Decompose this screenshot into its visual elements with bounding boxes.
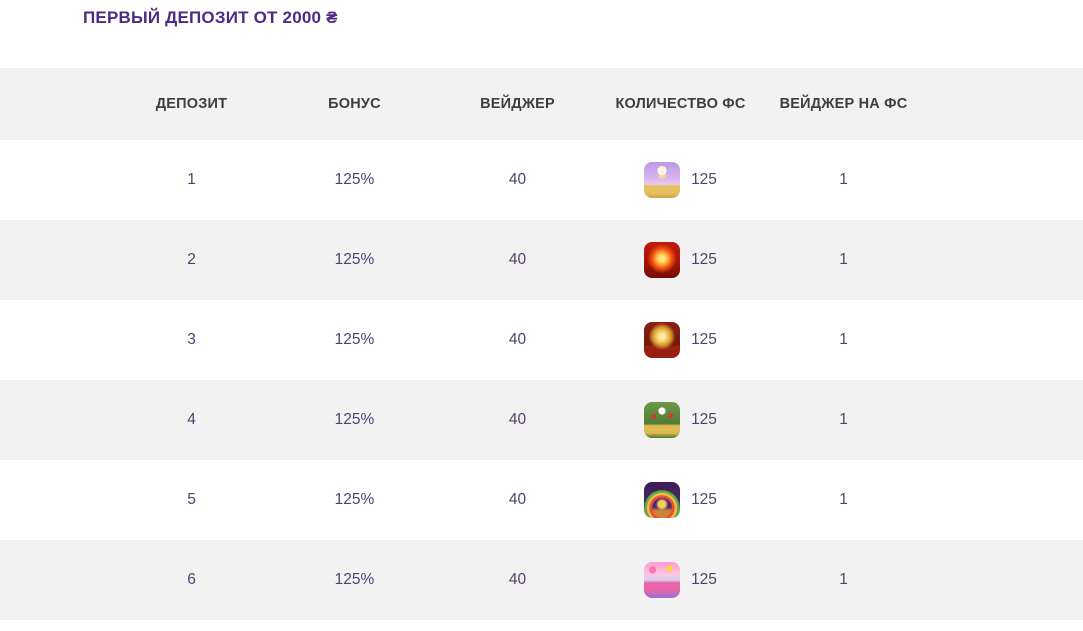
bonus-table: ДЕПОЗИТ БОНУС ВЕЙДЖЕР КОЛИЧЕСТВО ФС ВЕЙД… xyxy=(0,68,1083,620)
cell-bonus: 125% xyxy=(334,331,375,348)
fs-count-value: 125 xyxy=(691,171,717,188)
cell-bonus: 125% xyxy=(334,411,375,428)
cell-bonus: 125% xyxy=(334,171,375,188)
table-header-row: ДЕПОЗИТ БОНУС ВЕЙДЖЕР КОЛИЧЕСТВО ФС ВЕЙД… xyxy=(0,68,1083,140)
golden-coin-slot-icon xyxy=(644,322,681,358)
cell-wager: 40 xyxy=(508,171,527,188)
cell-bonus: 125% xyxy=(334,251,375,268)
rainbow-leprechaun-slot-icon xyxy=(644,482,681,518)
table-row: 1 125% 40 125 1 xyxy=(0,140,1083,220)
cell-fs-wager: 1 xyxy=(839,491,848,508)
cell-deposit: 5 xyxy=(187,491,196,508)
header-cell-wager: ВЕЙДЖЕР xyxy=(480,96,555,112)
cell-fs-wager: 1 xyxy=(839,411,848,428)
fiery-sun-slot-icon xyxy=(644,242,681,278)
cell-deposit: 4 xyxy=(187,411,196,428)
cell-bonus: 125% xyxy=(334,491,375,508)
table-row: 2 125% 40 125 1 xyxy=(0,220,1083,300)
cell-bonus: 125% xyxy=(334,571,375,588)
cell-fs-count: 125 xyxy=(599,562,762,598)
fs-count-value: 125 xyxy=(691,571,717,588)
header-cell-fs-wager: ВЕЙДЖЕР НА ФС xyxy=(779,96,908,112)
cell-fs-count: 125 xyxy=(599,322,762,358)
cell-fs-count: 125 xyxy=(599,402,762,438)
cell-fs-count: 125 xyxy=(599,162,762,198)
cell-fs-wager: 1 xyxy=(839,251,848,268)
table-row: 3 125% 40 125 1 xyxy=(0,300,1083,380)
header-cell-fs-count: КОЛИЧЕСТВО ФС xyxy=(615,96,746,112)
cell-deposit: 1 xyxy=(187,171,196,188)
cell-wager: 40 xyxy=(508,251,527,268)
cell-wager: 40 xyxy=(508,571,527,588)
cell-wager: 40 xyxy=(508,331,527,348)
cell-wager: 40 xyxy=(508,411,527,428)
table-body: 1 125% 40 125 1 2 125% 40 125 1 xyxy=(0,140,1083,620)
cell-wager: 40 xyxy=(508,491,527,508)
cell-fs-count: 125 xyxy=(599,482,762,518)
table-row: 6 125% 40 125 1 xyxy=(0,540,1083,620)
header-cell-deposit: ДЕПОЗИТ xyxy=(155,96,228,112)
fs-count-value: 125 xyxy=(691,411,717,428)
fs-count-value: 125 xyxy=(691,251,717,268)
cell-deposit: 2 xyxy=(187,251,196,268)
fs-count-value: 125 xyxy=(691,331,717,348)
cell-fs-wager: 1 xyxy=(839,331,848,348)
header-cell-bonus: БОНУС xyxy=(328,96,381,112)
cell-fs-count: 125 xyxy=(599,242,762,278)
table-row: 5 125% 40 125 1 xyxy=(0,460,1083,540)
cell-deposit: 6 xyxy=(187,571,196,588)
cell-fs-wager: 1 xyxy=(839,171,848,188)
sweet-bonanza-slot-icon xyxy=(644,562,681,598)
fs-count-value: 125 xyxy=(691,491,717,508)
page-title: ПЕРВЫЙ ДЕПОЗИТ ОТ 2000 ₴ xyxy=(83,8,338,27)
cell-deposit: 3 xyxy=(187,331,196,348)
cell-fs-wager: 1 xyxy=(839,571,848,588)
table-row: 4 125% 40 125 1 xyxy=(0,380,1083,460)
starlight-princess-slot-icon xyxy=(644,162,681,198)
panda-slot-icon xyxy=(644,402,681,438)
